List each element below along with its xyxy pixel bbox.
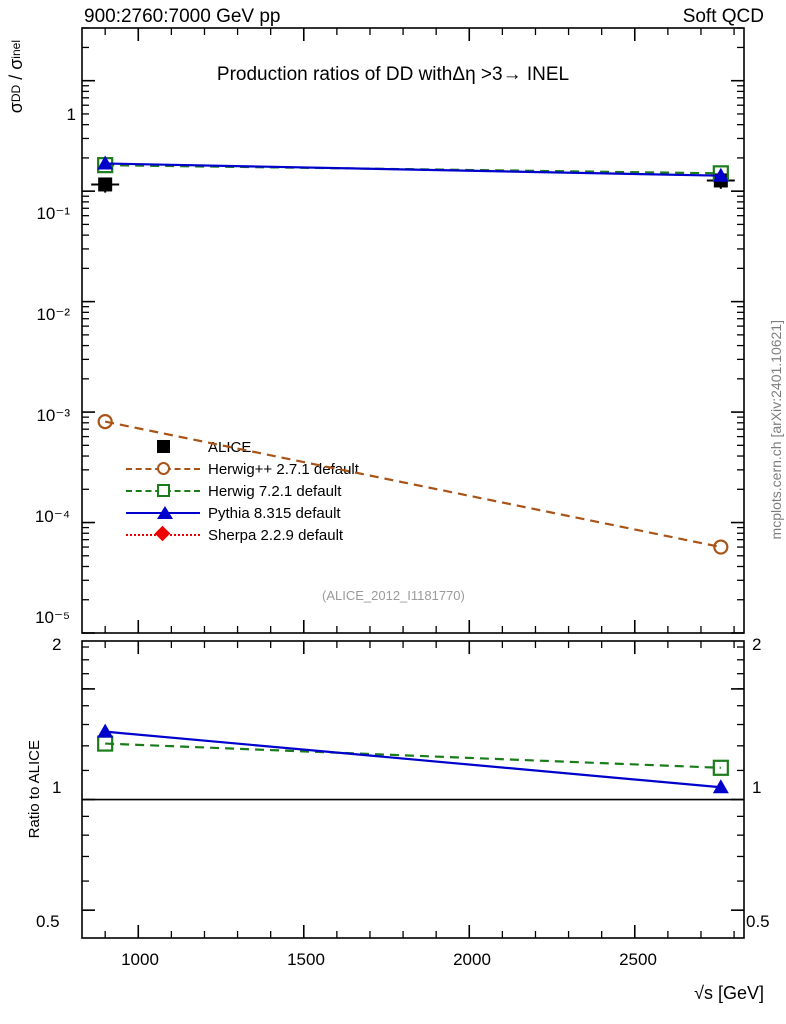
ratio-panel-series: [82, 723, 744, 801]
plot-title: Production ratios of DD withΔη >3→ INEL: [216, 64, 570, 85]
y-tick-main-1: 10⁻¹: [36, 204, 70, 223]
y-tick-ratio-right-0: 2: [752, 635, 762, 654]
x-tick-3: 2500: [619, 950, 657, 969]
legend-key-sherpa: [126, 524, 200, 546]
analysis-id-watermark: (ALICE_2012_I1181770): [322, 588, 465, 603]
legend-label-herwig7: Herwig 7.2.1 default: [208, 482, 342, 500]
legend-key-herwigpp: [126, 458, 200, 480]
x-tick-0: 1000: [121, 950, 159, 969]
y-tick-main-4: 10⁻⁴: [34, 507, 70, 526]
legend-label-pythia: Pythia 8.315 default: [208, 504, 341, 522]
legend-entry-sherpa[interactable]: Sherpa 2.2.9 default: [126, 524, 359, 546]
triangle-filled-icon: [157, 506, 173, 519]
y-tick-main-0: 1: [66, 105, 76, 124]
legend-entry-herwig7[interactable]: Herwig 7.2.1 default: [126, 480, 359, 502]
legend-entry-herwigpp[interactable]: Herwig++ 2.7.1 default: [126, 458, 359, 480]
y-tick-ratio-left-0: 2: [52, 635, 62, 654]
legend: ALICE Herwig++ 2.7.1 default Herwig 7.2.…: [126, 436, 359, 546]
legend-label-herwigpp: Herwig++ 2.7.1 default: [208, 460, 359, 478]
header-beam-energies: 900:2760:7000 GeV pp: [84, 6, 281, 27]
x-tick-1: 1500: [287, 950, 325, 969]
y-tick-ratio-left-1: 1: [52, 778, 62, 797]
legend-key-pythia: [126, 502, 200, 524]
y-tick-ratio-right-2: 0.5: [746, 912, 770, 931]
square-filled-icon: [157, 440, 170, 453]
legend-key-herwig7: [126, 480, 200, 502]
x-tick-2: 2000: [453, 950, 491, 969]
y-tick-ratio-left-2: 0.5: [36, 912, 60, 931]
y-tick-ratio-right-1: 1: [752, 778, 762, 797]
legend-label-sherpa: Sherpa 2.2.9 default: [208, 526, 344, 544]
legend-entry-pythia[interactable]: Pythia 8.315 default: [126, 502, 359, 524]
axis-frames: [81, 27, 745, 939]
y-tick-main-3: 10⁻³: [36, 406, 70, 425]
square-open-icon: [157, 484, 170, 497]
main-panel-series: [91, 155, 735, 555]
y-tick-main-5: 10⁻⁵: [35, 608, 70, 627]
header-analysis-category: Soft QCD: [682, 6, 764, 27]
circle-open-icon: [157, 462, 170, 475]
x-axis-label: √s [GeV]: [694, 983, 764, 1003]
y-tick-main-2: 10⁻²: [36, 305, 70, 324]
legend-key-alice: [126, 436, 200, 458]
